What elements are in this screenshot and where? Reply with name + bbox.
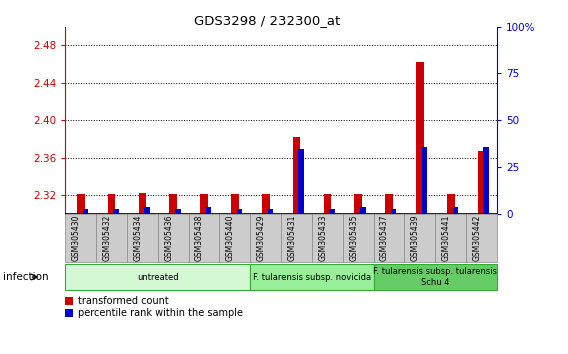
Bar <box>144 207 150 214</box>
Bar <box>108 194 115 214</box>
Bar <box>262 194 270 214</box>
Bar <box>206 207 211 214</box>
Text: F. tularensis subsp. novicida: F. tularensis subsp. novicida <box>253 273 371 281</box>
Text: GSM305438: GSM305438 <box>195 215 204 261</box>
Bar <box>237 209 243 214</box>
Bar <box>139 193 147 214</box>
Bar <box>360 207 366 214</box>
Bar <box>175 209 181 214</box>
Bar <box>416 62 424 214</box>
Bar <box>391 209 396 214</box>
Bar <box>329 209 335 214</box>
Text: GSM305436: GSM305436 <box>164 215 173 261</box>
Bar <box>231 194 239 214</box>
Bar <box>385 194 393 214</box>
Bar <box>453 207 458 214</box>
Text: untreated: untreated <box>137 273 178 281</box>
Bar <box>483 147 489 214</box>
Bar <box>114 209 119 214</box>
Bar <box>298 149 304 214</box>
Text: transformed count: transformed count <box>78 296 169 306</box>
Text: GDS3298 / 232300_at: GDS3298 / 232300_at <box>194 14 340 27</box>
Text: percentile rank within the sample: percentile rank within the sample <box>78 308 243 318</box>
Text: GSM305431: GSM305431 <box>287 215 296 261</box>
Text: F. tularensis subsp. tularensis
Schu 4: F. tularensis subsp. tularensis Schu 4 <box>373 267 498 287</box>
Text: GSM305440: GSM305440 <box>226 215 235 261</box>
Text: GSM305437: GSM305437 <box>380 215 389 261</box>
Bar <box>77 194 85 214</box>
Text: GSM305430: GSM305430 <box>72 215 81 261</box>
Text: GSM305432: GSM305432 <box>103 215 111 261</box>
Bar <box>169 194 177 214</box>
Bar <box>354 194 362 214</box>
Text: GSM305441: GSM305441 <box>442 215 451 261</box>
Text: GSM305429: GSM305429 <box>257 215 266 261</box>
Bar <box>293 137 300 214</box>
Text: GSM305434: GSM305434 <box>133 215 143 261</box>
Bar <box>478 151 486 214</box>
Text: GSM305435: GSM305435 <box>349 215 358 261</box>
Bar <box>422 147 427 214</box>
Text: GSM305433: GSM305433 <box>319 215 327 261</box>
Text: GSM305439: GSM305439 <box>411 215 420 261</box>
Bar <box>324 194 331 214</box>
Text: GSM305442: GSM305442 <box>473 215 482 261</box>
Bar <box>82 209 88 214</box>
Bar <box>447 194 454 214</box>
Text: infection: infection <box>3 272 48 282</box>
Bar <box>268 209 273 214</box>
Bar <box>200 194 208 214</box>
